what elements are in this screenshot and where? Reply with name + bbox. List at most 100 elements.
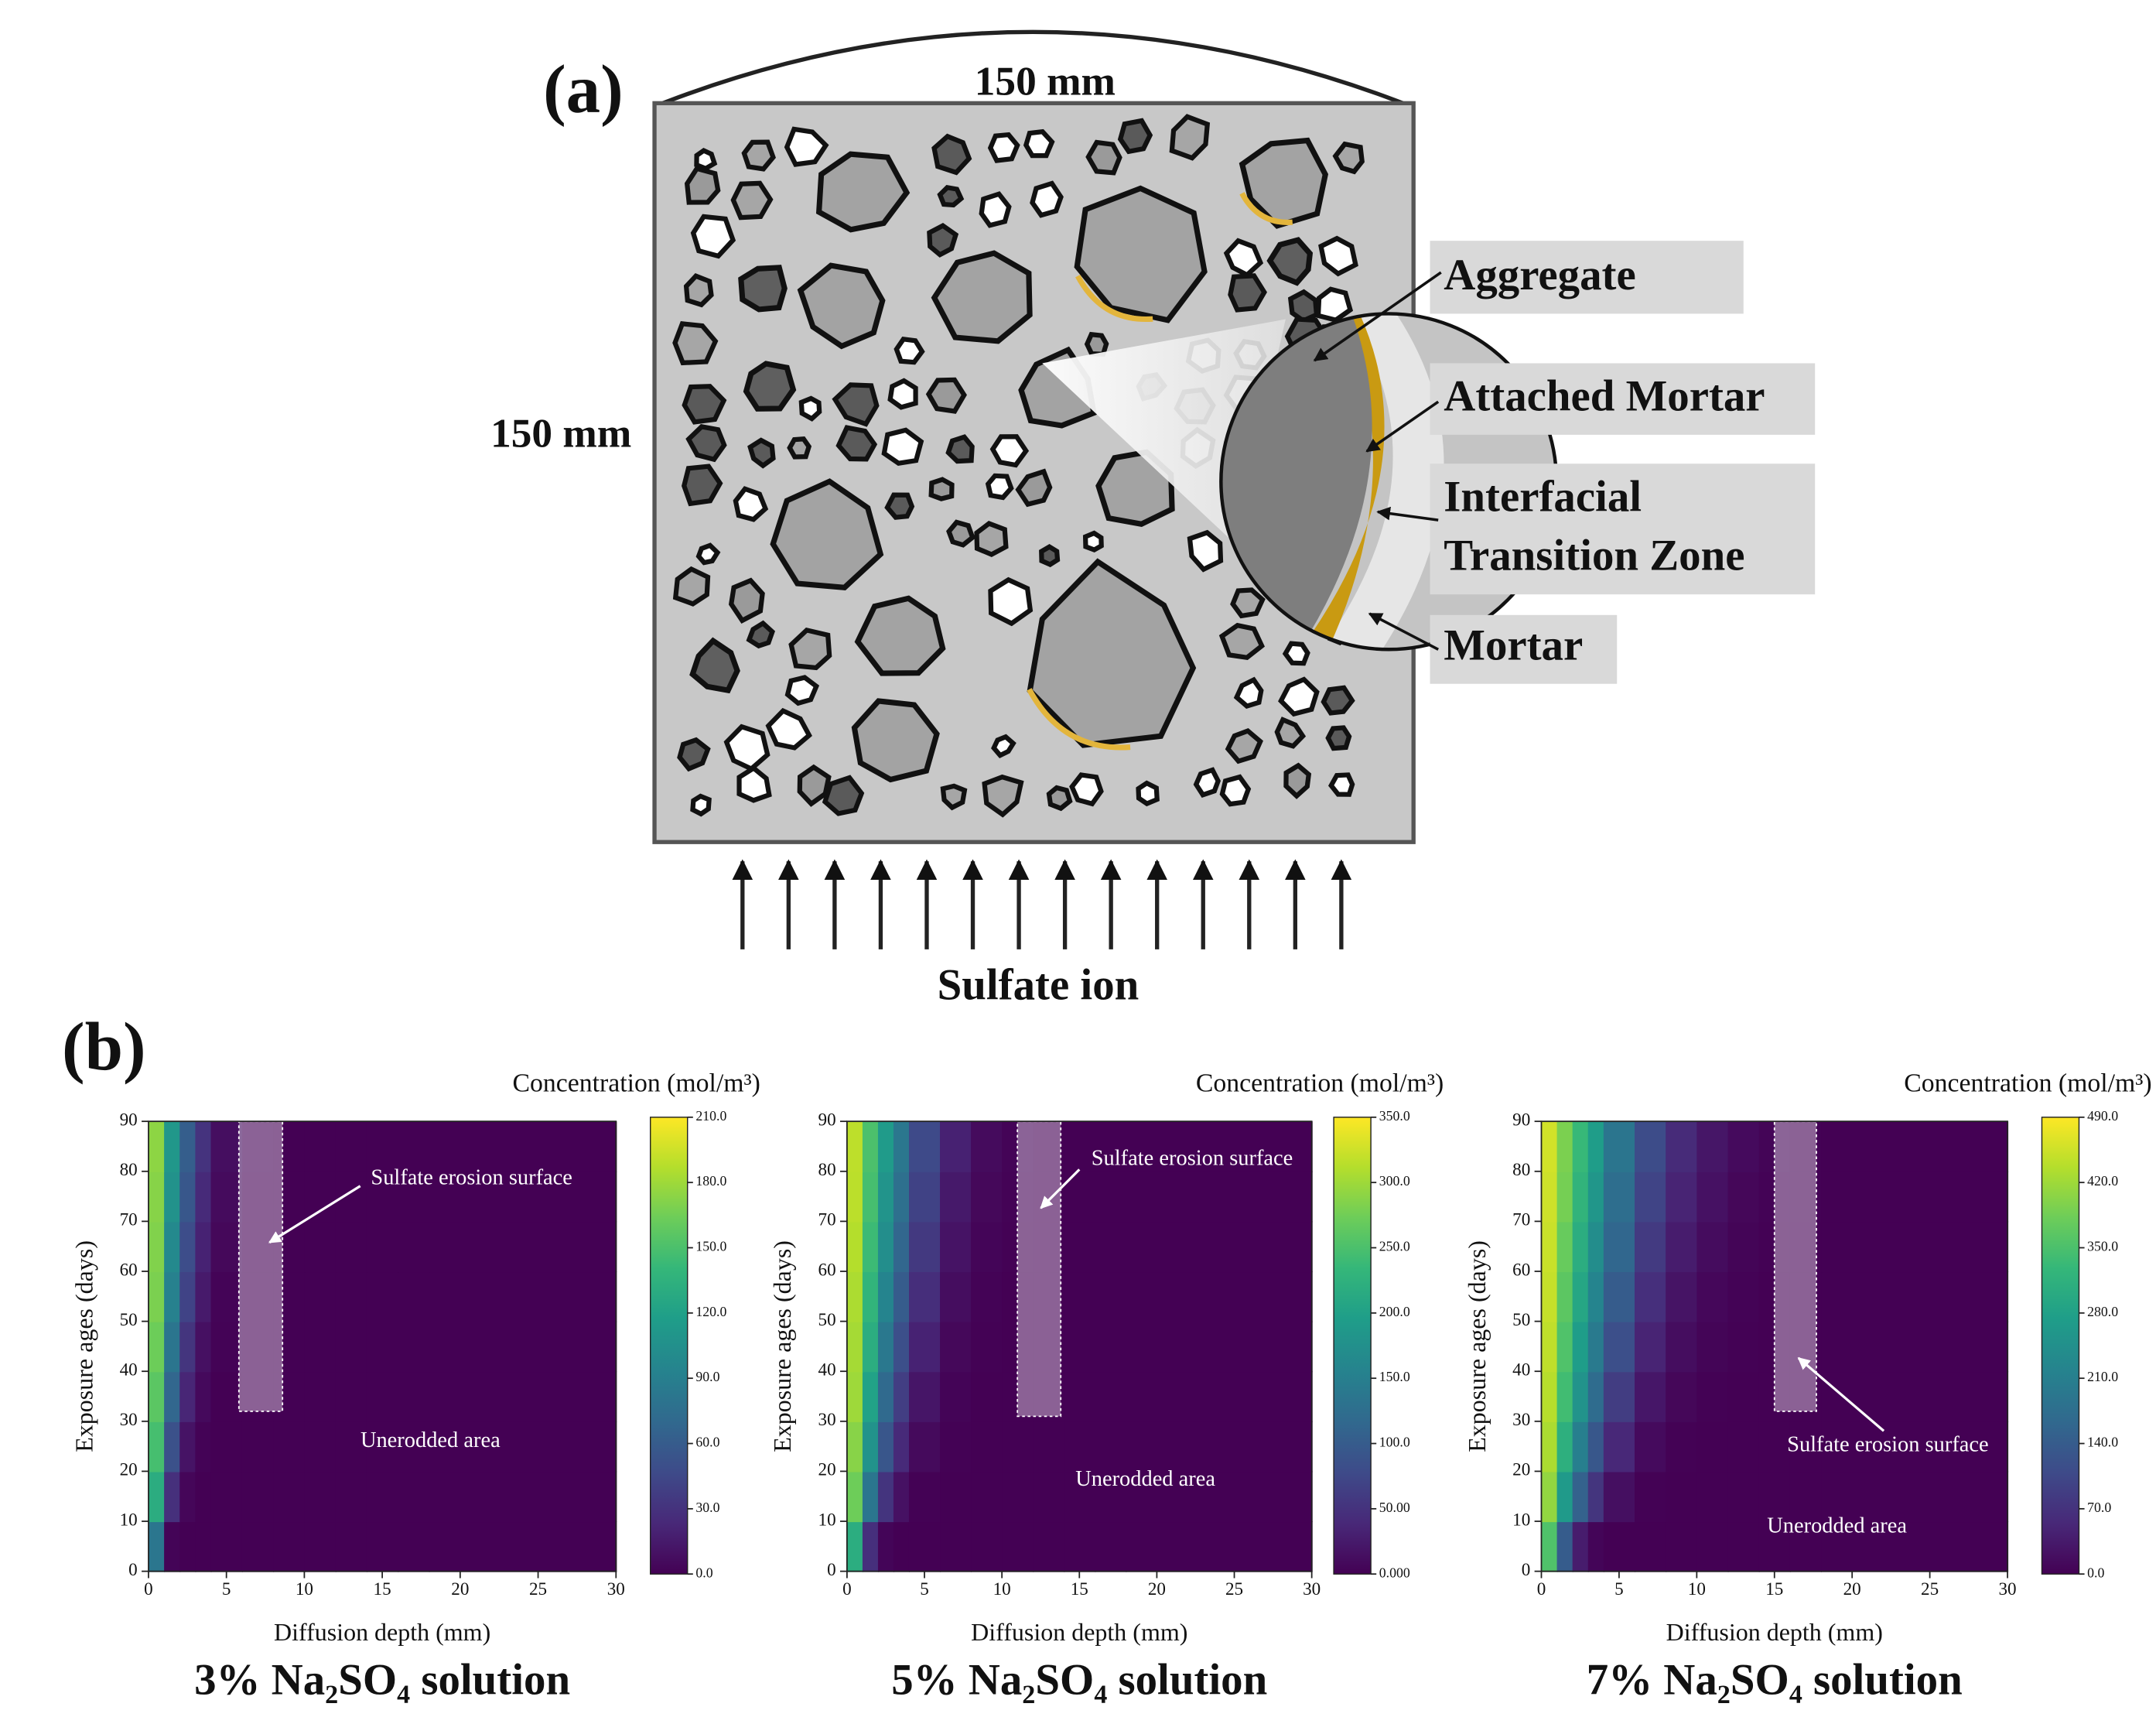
heat-cell: [1789, 1521, 1823, 1572]
heat-cell: [1821, 1121, 2009, 1172]
colorbar: [2041, 1117, 2080, 1575]
flow-label: Sulfate ion: [938, 961, 1140, 1010]
heat-cell: [429, 1421, 617, 1473]
heat-cell: [1635, 1271, 1667, 1322]
pointer-arrow: [1313, 271, 1442, 362]
heat-cell: [908, 1171, 941, 1223]
aggregate: [797, 764, 832, 807]
heat-cell: [893, 1471, 911, 1523]
heat-cell: [877, 1121, 895, 1172]
heat-cell: [398, 1321, 430, 1373]
heat-cell: [1789, 1421, 1823, 1473]
heat-cell: [1603, 1321, 1636, 1373]
heat-cell: [1603, 1471, 1636, 1523]
x-tick-label: 25: [1921, 1579, 1939, 1599]
heat-cell: [971, 1221, 1003, 1273]
heat-cell: [398, 1121, 430, 1172]
heat-cell: [210, 1121, 243, 1172]
x-tick-label: 15: [1071, 1579, 1088, 1599]
heat-cell: [1821, 1521, 2009, 1572]
aggregate: [1233, 676, 1264, 710]
heat-cell: [862, 1521, 880, 1572]
heat-cell: [971, 1371, 1003, 1422]
heat-cell: [1666, 1271, 1698, 1322]
heat-cell: [179, 1421, 196, 1473]
aggregate: [974, 521, 1009, 558]
aggregate: [893, 336, 925, 365]
y-tick-label: 10: [120, 1509, 138, 1529]
x-tick-label: 20: [451, 1579, 469, 1599]
aggregate: [672, 566, 711, 607]
heat-cell: [1727, 1271, 1760, 1322]
heat-cell: [1696, 1421, 1729, 1473]
heat-cell: [1821, 1421, 2009, 1473]
heat-cell: [1666, 1171, 1698, 1223]
x-tick-label: 0: [144, 1579, 153, 1599]
heat-cell: [1603, 1121, 1636, 1172]
heat-cell: [1821, 1471, 2009, 1523]
heat-cell: [1635, 1221, 1667, 1273]
heat-cell: [195, 1421, 212, 1473]
heat-cell: [1727, 1421, 1760, 1473]
heat-cell: [862, 1371, 880, 1422]
aggregate: [672, 321, 719, 366]
x-tick-label: 25: [1225, 1579, 1243, 1599]
heat-cell: [304, 1171, 337, 1223]
heat-cell: [1126, 1471, 1313, 1523]
y-tick-label: 80: [818, 1159, 836, 1179]
aggregate: [1136, 780, 1160, 807]
heat-cell: [195, 1271, 212, 1322]
aggregate: [1278, 676, 1320, 717]
aggregate: [1318, 235, 1358, 277]
y-tick-label: 70: [1512, 1209, 1530, 1230]
annotation: Unerodded area: [1075, 1467, 1215, 1491]
aggregate: [1266, 237, 1314, 286]
heat-cell: [195, 1221, 212, 1273]
heat-cell: [398, 1171, 430, 1223]
heat-cell: [971, 1171, 1003, 1223]
heat-cell: [940, 1271, 972, 1322]
aggregate: [770, 478, 884, 590]
aggregate: [788, 627, 832, 671]
colorbar-tick-label: 210.0: [2087, 1369, 2118, 1384]
heat-cell: [1572, 1471, 1589, 1523]
heat-cell: [971, 1271, 1003, 1322]
heat-cell: [940, 1221, 972, 1273]
aggregate: [835, 425, 878, 462]
aggregate: [682, 463, 723, 507]
aggregate: [1225, 727, 1263, 765]
heat-cell: [210, 1521, 243, 1572]
x-axis-label: Diffusion depth (mm): [971, 1618, 1187, 1646]
heat-cell: [1666, 1471, 1698, 1523]
heat-cell: [335, 1521, 368, 1572]
heat-cell: [241, 1371, 275, 1422]
heat-cell: [1572, 1371, 1589, 1422]
heat-cell: [164, 1171, 181, 1223]
annotation: Sulfate erosion surface: [1787, 1432, 1989, 1456]
heat-cell: [1603, 1521, 1636, 1572]
heat-cell: [164, 1121, 181, 1172]
aggregate: [1230, 587, 1266, 619]
aggregate: [1030, 180, 1064, 218]
heat-cell: [846, 1371, 863, 1422]
heat-cell: [366, 1421, 399, 1473]
heat-cell: [179, 1271, 196, 1322]
heat-cell: [1603, 1421, 1636, 1473]
heat-cell: [846, 1471, 863, 1523]
y-tick-label: 70: [818, 1209, 836, 1230]
y-tick-label: 40: [120, 1359, 138, 1379]
panel-label: (b): [62, 1009, 146, 1085]
heat-cell: [273, 1121, 306, 1172]
heat-cell: [1126, 1221, 1313, 1273]
aggregate: [1239, 137, 1329, 229]
heat-cell: [273, 1271, 306, 1322]
colorbar-tick-label: 70.0: [2087, 1500, 2111, 1515]
heat-cell: [1095, 1371, 1127, 1422]
y-tick-label: 20: [818, 1459, 836, 1479]
heat-cell: [1587, 1521, 1604, 1572]
heat-cell: [1541, 1371, 1558, 1422]
heat-cell: [862, 1221, 880, 1273]
heat-cell: [1758, 1371, 1791, 1422]
heat-cell: [241, 1121, 275, 1172]
heat-cell: [398, 1471, 430, 1523]
